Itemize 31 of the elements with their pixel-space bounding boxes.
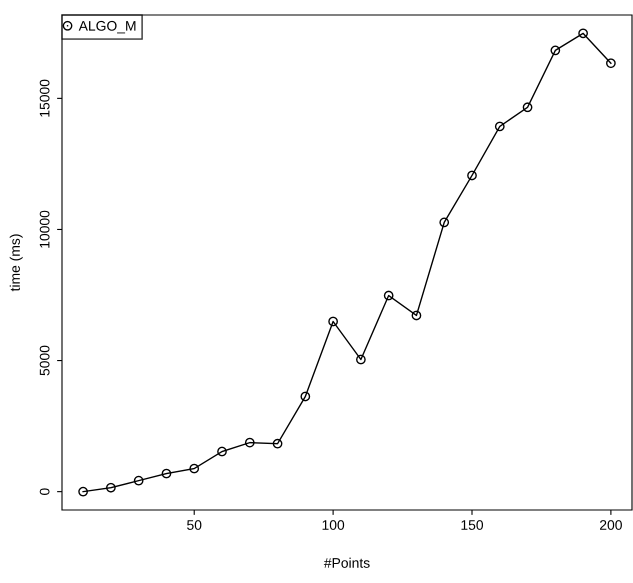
- legend-label: ALGO_M: [78, 20, 136, 34]
- y-tick-label: 10000: [40, 210, 50, 248]
- y-axis-title: time (ms): [10, 234, 23, 292]
- point: [550, 46, 560, 56]
- x-axis-title: #Points: [324, 558, 370, 568]
- point: [134, 476, 144, 486]
- y-tick-label: 0: [40, 488, 50, 495]
- x-tick-label: 50: [187, 520, 202, 530]
- y-tick-label: 5000: [40, 346, 50, 376]
- point: [189, 464, 200, 474]
- point: [522, 102, 532, 112]
- point: [217, 446, 227, 456]
- point: [356, 354, 366, 364]
- point: [106, 482, 116, 493]
- point: [439, 218, 450, 228]
- point: [300, 392, 310, 402]
- point: [78, 486, 88, 497]
- x-tick-label: 200: [600, 520, 622, 530]
- x-tick-label: 150: [461, 520, 484, 530]
- point: [578, 28, 588, 38]
- point: [494, 122, 505, 132]
- point: [162, 468, 172, 478]
- y-tick-label: 15000: [40, 80, 50, 117]
- point: [467, 170, 477, 180]
- point: [384, 290, 394, 300]
- point: [412, 310, 422, 320]
- point: [606, 58, 616, 68]
- x-tick-label: 100: [322, 520, 344, 530]
- point: [272, 438, 282, 449]
- point: [328, 316, 338, 326]
- point: [244, 438, 255, 448]
